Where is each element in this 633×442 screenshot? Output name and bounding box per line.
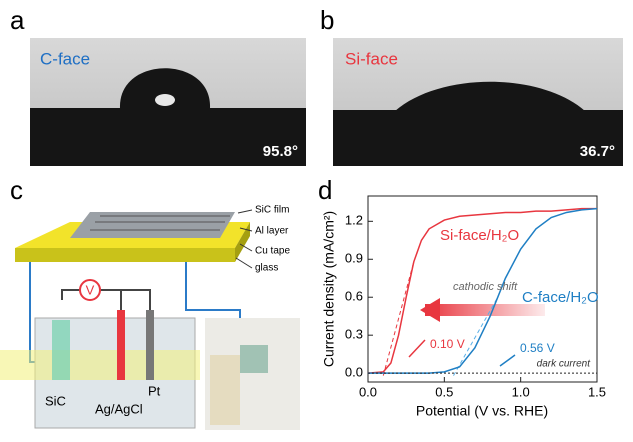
light xyxy=(0,350,200,380)
layer-label: Al layer xyxy=(255,226,289,237)
sample-photo xyxy=(240,345,268,373)
panel-label: b xyxy=(320,5,334,35)
face-label: C-face xyxy=(40,49,90,68)
annotation: 0.56 V xyxy=(520,341,555,355)
electrode-label: Ag/AgCl xyxy=(95,401,143,416)
ruler xyxy=(210,355,240,425)
pointer xyxy=(409,340,425,357)
y-axis-label: Current density (mA/cm²) xyxy=(321,211,337,367)
panel-label: d xyxy=(318,175,332,205)
series-label: dark current xyxy=(537,359,592,370)
wire xyxy=(186,262,240,318)
layer-label: SiC film xyxy=(255,205,289,216)
y-tick-label: 1.2 xyxy=(345,213,363,228)
panel-c: c SiC film Al layer Cu tape glass V SiC … xyxy=(0,175,300,430)
panel-label: a xyxy=(10,5,25,35)
x-tick-label: 0.0 xyxy=(359,384,377,399)
panel-b: b Si-face 36.7° xyxy=(320,5,623,166)
counter-electrode xyxy=(146,310,154,380)
figure: a C-face 95.8° b Si-face 36.7° c SiC fil… xyxy=(0,0,633,437)
annotation: 0.10 V xyxy=(430,337,465,351)
x-tick-label: 0.5 xyxy=(435,384,453,399)
x-tick-label: 1.0 xyxy=(512,384,530,399)
face-label: Si-face xyxy=(345,49,398,68)
x-tick-label: 1.5 xyxy=(588,384,606,399)
panel-a: a C-face 95.8° xyxy=(10,5,306,166)
y-tick-label: 0.0 xyxy=(345,365,363,380)
meter-label: V xyxy=(86,282,95,297)
y-tick-label: 0.9 xyxy=(345,251,363,266)
sample-side xyxy=(15,248,235,262)
y-tick-label: 0.6 xyxy=(345,289,363,304)
sic-electrode xyxy=(52,320,70,380)
y-tick-label: 0.3 xyxy=(345,327,363,342)
panel-d: d Potential (V vs. RHE) Current density … xyxy=(318,175,606,419)
reference-electrode xyxy=(117,310,125,380)
electrode-label: Pt xyxy=(148,383,161,398)
reflection xyxy=(155,94,175,106)
series-label: C-face/H₂O xyxy=(522,289,599,306)
layer-label: Cu tape xyxy=(255,246,290,257)
tangent xyxy=(383,262,414,376)
panel-label: c xyxy=(10,175,23,205)
angle-label: 36.7° xyxy=(580,143,615,160)
x-axis-label: Potential (V vs. RHE) xyxy=(416,403,548,419)
pointer xyxy=(500,355,515,366)
electrode-label: SiC xyxy=(45,393,66,408)
layer-label: glass xyxy=(255,263,278,274)
shift-arrow-head xyxy=(420,298,440,322)
angle-label: 95.8° xyxy=(263,143,298,160)
annotation: cathodic shift xyxy=(453,281,518,293)
series-label: Si-face/H₂O xyxy=(440,227,519,244)
wire xyxy=(62,290,150,310)
